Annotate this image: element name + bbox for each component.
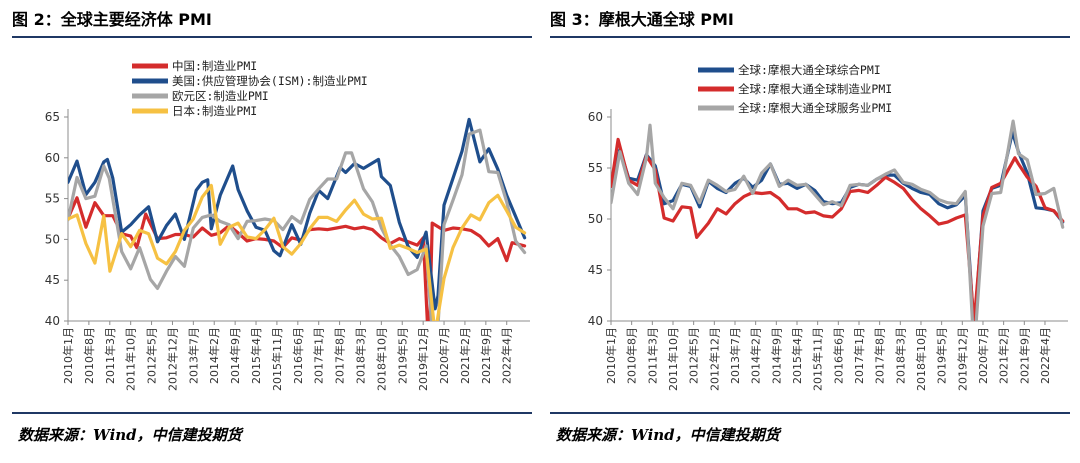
- x-tick-label: 2021年9月: [1017, 327, 1031, 384]
- legend-label: 美国:供应管理协会(ISM):制造业PMI: [172, 74, 368, 88]
- chart-panel-right: 图 3：摩根大通全球 PMI 40 45 50 55 60 2010年1月 2010年8月 2…: [550, 0, 1080, 463]
- x-tick-label: 2015年4月: [249, 327, 263, 384]
- x-tick-label: 2016年6月: [291, 327, 305, 384]
- legend-label: 欧元区:制造业PMI: [172, 89, 269, 103]
- chart-panel-left: 图 2：全球主要经济体 PMI 40 45 50 55 60 65 2010年1月 2010年…: [12, 0, 542, 463]
- series-group: [611, 119, 1065, 321]
- x-tick-label: 2015年11月: [270, 327, 284, 391]
- x-tick-label: 2013年7月: [728, 327, 742, 384]
- x-tick-label: 2010年8月: [82, 327, 96, 384]
- x-tick-label: 2011年10月: [666, 327, 680, 391]
- chart-jpm-global-pmi: 40 45 50 55 60 2010年1月 2010年8月 2011年3月 2011年10月 2…: [588, 63, 1068, 391]
- x-tick-label: 2012年12月: [165, 327, 179, 391]
- x-tick-label: 2020年7月: [437, 327, 451, 384]
- x-tick-label: 2018年10月: [374, 327, 388, 391]
- x-tick-label: 2011年10月: [124, 327, 138, 391]
- y-tick-label: 55: [588, 161, 603, 175]
- legend-label: 全球:摩根大通全球服务业PMI: [738, 101, 892, 115]
- x-tick-label: 2022年4月: [1038, 327, 1052, 384]
- legend-label: 中国:制造业PMI: [172, 59, 257, 73]
- x-tick-label: 2015年4月: [790, 327, 804, 384]
- x-tick-label: 2010年8月: [625, 327, 639, 384]
- x-tick-label: 2014年9月: [769, 327, 783, 384]
- x-tick-label: 2019年12月: [955, 327, 969, 391]
- series-line-2: [611, 119, 1065, 321]
- title-divider: [550, 36, 1070, 38]
- x-tick-label: 2011年3月: [645, 327, 659, 384]
- x-tick-label: 2017年8月: [333, 327, 347, 384]
- x-tick-label: 2014年2月: [207, 327, 221, 384]
- x-tick-label: 2019年5月: [395, 327, 409, 384]
- series-line-2: [68, 128, 527, 321]
- y-tick-label: 45: [588, 263, 603, 277]
- y-tick-label: 60: [45, 151, 60, 165]
- figure-title: 图 2：全球主要经济体 PMI: [12, 10, 212, 29]
- series-line-1: [611, 137, 1065, 321]
- x-tick-label: 2019年5月: [935, 327, 949, 384]
- y-tick-label: 50: [588, 212, 603, 226]
- source-divider: [12, 412, 532, 414]
- x-tick-label: 2012年5月: [145, 327, 159, 384]
- x-tick-label: 2018年3月: [893, 327, 907, 384]
- legend-label: 日本:制造业PMI: [172, 104, 257, 118]
- x-tick-label: 2017年8月: [873, 327, 887, 384]
- chart-pmi-economies: 40 45 50 55 60 65 2010年1月 2010年8月 2011年3月 2011年10…: [45, 59, 530, 391]
- y-tick-label: 50: [45, 232, 60, 246]
- x-tick-label: 2010年1月: [61, 327, 75, 384]
- series-line-1: [68, 117, 527, 311]
- y-tick-label: 45: [45, 273, 60, 287]
- series-group: [68, 117, 527, 321]
- y-tick-label: 40: [45, 314, 60, 328]
- source-note: 数据来源：Wind，中信建投期货: [556, 426, 780, 444]
- x-tick-label: 2019年12月: [416, 327, 430, 391]
- x-tick-label: 2014年9月: [228, 327, 242, 384]
- source-note: 数据来源：Wind，中信建投期货: [18, 426, 242, 444]
- title-divider: [12, 36, 532, 38]
- y-tick-label: 60: [588, 110, 603, 124]
- x-tick-label: 2021年2月: [458, 327, 472, 384]
- series-line-0: [611, 130, 1065, 321]
- y-tick-label: 55: [45, 192, 60, 206]
- x-tick-label: 2013年7月: [186, 327, 200, 384]
- x-tick-label: 2015年11月: [811, 327, 825, 391]
- x-tick-label: 2011年3月: [103, 327, 117, 384]
- legend-label: 全球:摩根大通全球制造业PMI: [738, 82, 892, 96]
- x-tick-label: 2022年4月: [500, 327, 514, 384]
- x-tick-label: 2014年2月: [749, 327, 763, 384]
- series-line-3: [68, 183, 527, 321]
- x-tick-label: 2018年10月: [914, 327, 928, 391]
- x-tick-label: 2021年2月: [997, 327, 1011, 384]
- legend-label: 全球:摩根大通全球综合PMI: [738, 63, 881, 77]
- x-tick-label: 2021年9月: [479, 327, 493, 384]
- x-tick-label: 2012年12月: [707, 327, 721, 391]
- x-tick-label: 2018年3月: [353, 327, 367, 384]
- source-divider: [550, 412, 1070, 414]
- figure-title: 图 3：摩根大通全球 PMI: [550, 10, 734, 29]
- x-tick-label: 2017年1月: [852, 327, 866, 384]
- x-tick-label: 2017年1月: [312, 327, 326, 384]
- y-tick-label: 65: [45, 110, 60, 124]
- x-tick-label: 2020年7月: [976, 327, 990, 384]
- x-tick-label: 2010年1月: [604, 327, 618, 384]
- x-tick-label: 2012年5月: [687, 327, 701, 384]
- x-tick-label: 2016年6月: [831, 327, 845, 384]
- y-tick-label: 40: [588, 314, 603, 328]
